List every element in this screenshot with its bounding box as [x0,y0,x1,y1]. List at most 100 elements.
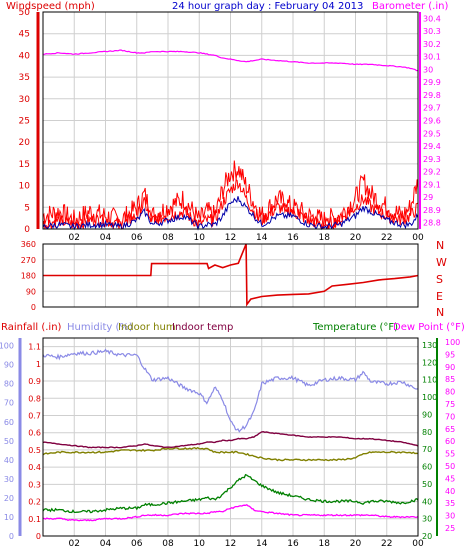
dir-y-tick-label: 0 [31,303,36,312]
temp-x-tick-label: 14 [256,539,268,549]
humidity-y-tick-label: 50 [4,437,14,446]
humidity-y-tick-label: 70 [4,399,14,408]
temperature-y-tick-label: 30 [422,515,432,524]
temp-x-tick-label: 08 [162,539,174,549]
direction-panel-frame [42,243,419,308]
barometer-y-tick-label: 30.3 [423,27,441,36]
dewpoint-y-tick-label: 70 [445,412,455,421]
rainfall-y-tick-label: 1 [36,360,41,369]
temperature-y-tick-label: 100 [422,393,437,402]
rainfall-y-tick-label: 0.6 [28,429,41,438]
rainfall-y-tick-label: 0.8 [28,394,41,403]
temp-x-tick-label: 18 [319,539,331,549]
temperature-y-tick-label: 80 [422,428,432,437]
wind-x-tick-label: 18 [319,233,331,243]
humidity-y-tick-label: 0 [9,532,14,541]
barometer-y-tick-label: 30 [423,65,433,74]
temperature-y-tick-label: 40 [422,497,432,506]
dir-y-tick-label: 180 [21,272,36,281]
temp-x-tick-label: 10 [194,539,206,549]
indoor-temp-legend: Indoor temp [172,322,233,333]
indoor-temp-line [42,430,419,449]
wind-direction-line [43,243,419,307]
temperature-y-tick-label: 70 [422,445,432,454]
wind-x-tick-label: 22 [381,233,392,243]
barometer-y-tick-label: 28.8 [423,219,441,228]
temperature-y-tick-label: 60 [422,463,432,472]
barometer-y-tick-label: 29.6 [423,117,441,126]
wind-x-tick-label: 12 [225,233,236,243]
temperature-y-tick-label: 110 [422,376,437,385]
humidity-y-tick-label: 30 [4,475,14,484]
wind-y-tick-label: 10 [19,182,31,192]
dir-label-n-bottom: N [436,306,444,319]
wind-x-tick-label: 02 [69,233,80,243]
dewpoint-y-tick-label: 30 [445,512,455,521]
wind-y-tick-label: 50 [19,8,31,18]
temperature-y-tick-label: 120 [422,358,437,367]
dir-y-tick-label: 360 [21,240,36,249]
barometer-y-tick-label: 29 [423,193,433,202]
wind-y-tick-label: 35 [19,73,30,83]
rainfall-y-tick-label: 0.5 [28,446,41,455]
wind-y-tick-label: 40 [19,51,31,61]
temp-x-tick-label: 02 [69,539,80,549]
wind-x-tick-label: 00 [412,233,424,243]
barometer-y-tick-label: 28.9 [423,206,441,215]
dewpoint-y-tick-label: 85 [445,375,455,384]
temp-x-tick-label: 16 [287,539,299,549]
temp-panel-frame [42,337,419,537]
wind-y-tick-label: 45 [19,30,30,40]
wind-x-tick-label: 04 [100,233,112,243]
humidity-line [42,348,419,433]
wind-y-tick-label: 30 [19,95,31,105]
barometer-axis-title: Barometer (.in) [372,1,448,12]
wind-x-tick-label: 08 [162,233,174,243]
dewpoint-y-tick-label: 45 [445,474,455,483]
temperature-legend: Temperature (°F) [312,322,398,333]
rainfall-y-tick-label: 0.7 [28,411,41,420]
wind-x-tick-label: 14 [256,233,268,243]
barometer-line [43,49,419,72]
dewpoint-y-tick-label: 35 [445,499,455,508]
dewpoint-y-tick-label: 65 [445,425,455,434]
humidity-legend: Humidity (%) [67,322,133,333]
temp-x-tick-label: 00 [412,539,424,549]
humidity-y-tick-label: 20 [4,494,14,503]
wind-y-tick-label: 0 [24,225,30,235]
indoor-hum-legend: Indoor hum [118,322,176,333]
humidity-y-tick-label: 80 [4,380,14,389]
barometer-y-tick-label: 29.5 [423,129,441,138]
wind-x-tick-label: 10 [194,233,206,243]
rainfall-y-tick-label: 0.2 [28,498,41,507]
dewpoint-y-tick-label: 100 [445,338,460,347]
rainfall-y-tick-label: 0 [36,532,41,541]
dewpoint-y-tick-label: 90 [445,363,455,372]
barometer-y-tick-label: 29.3 [423,155,441,164]
humidity-y-tick-label: 10 [4,513,14,522]
dir-label-w: W [436,256,447,269]
wind-y-tick-label: 15 [19,160,30,170]
wind-y-tick-label: 25 [19,117,30,127]
rainfall-legend: Rainfall (.in) [1,322,62,333]
rainfall-y-tick-label: 0.1 [28,515,41,524]
humidity-y-tick-label: 60 [4,418,14,427]
barometer-y-tick-label: 29.2 [423,168,441,177]
dewpoint-y-tick-label: 25 [445,524,455,533]
wind-x-tick-label: 20 [350,233,362,243]
windspeed-axis-title: Windspeed (mph) [6,1,95,12]
humidity-y-tick-label: 40 [4,456,14,465]
dir-y-tick-label: 270 [21,256,36,265]
dewpoint-y-tick-label: 60 [445,437,455,446]
dewpoint-y-tick-label: 95 [445,350,455,359]
wind-x-tick-label: 16 [287,233,299,243]
temp-x-tick-label: 06 [131,539,143,549]
barometer-y-tick-label: 30.2 [423,40,441,49]
graph-title: 24 hour graph day : February 04 2013 [172,1,363,12]
indoor-hum-line [42,446,419,462]
humidity-y-tick-label: 100 [0,342,14,351]
wind-average-line [42,196,419,231]
axes-layer: 0510152025303540455028.828.92929.129.229… [0,8,460,549]
dewpoint-y-tick-label: 75 [445,400,455,409]
